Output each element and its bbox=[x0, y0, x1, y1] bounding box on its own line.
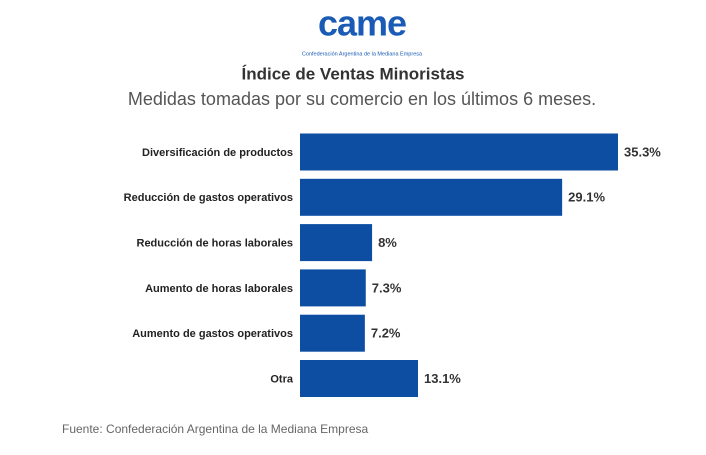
value-label: 35.3% bbox=[624, 144, 661, 159]
bar bbox=[300, 133, 618, 171]
category-label: Reducción de gastos operativos bbox=[124, 192, 293, 204]
bar bbox=[300, 269, 366, 307]
value-label: 29.1% bbox=[568, 190, 605, 205]
chart-subtitle: Medidas tomadas por su comercio en los ú… bbox=[128, 89, 596, 109]
source: Fuente: Confederación Argentina de la Me… bbox=[62, 422, 369, 436]
chart-title: Índice de Ventas Minoristas bbox=[242, 64, 465, 83]
category-label: Aumento de horas laborales bbox=[145, 283, 293, 295]
category-label: Otra bbox=[270, 373, 294, 385]
category-label: Diversificación de productos bbox=[142, 147, 293, 159]
value-label: 8% bbox=[378, 235, 397, 250]
category-label: Aumento de gastos operativos bbox=[132, 328, 293, 340]
bar bbox=[300, 224, 373, 262]
value-label: 13.1% bbox=[424, 371, 461, 386]
bar bbox=[300, 178, 563, 216]
logo: came bbox=[318, 3, 406, 44]
value-label: 7.3% bbox=[372, 280, 402, 295]
bar bbox=[300, 360, 419, 397]
category-label: Reducción de horas laborales bbox=[137, 238, 294, 250]
value-label: 7.2% bbox=[371, 326, 401, 341]
logo-caption: Confederación Argentina de la Mediana Em… bbox=[302, 51, 423, 57]
bar bbox=[300, 314, 365, 352]
